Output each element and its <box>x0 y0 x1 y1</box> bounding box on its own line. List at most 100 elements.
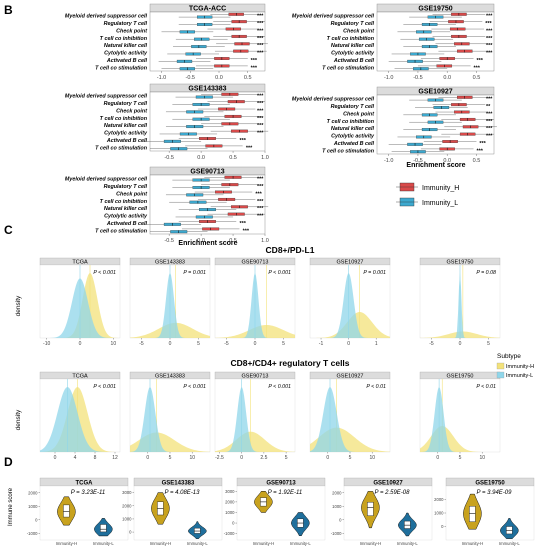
category-label: Check point <box>343 28 374 34</box>
inner-box <box>63 504 70 518</box>
category-label: Regulatory T cell <box>331 104 375 110</box>
plot-frame <box>149 11 266 72</box>
y-tick-label: 0 <box>129 530 132 535</box>
category-label: Regulatory T cell <box>104 21 148 27</box>
x-tick-label: Immunity-L <box>187 541 208 546</box>
y-tick-label: 1000 <box>225 510 235 515</box>
p-value: P = 0.08 <box>476 270 496 276</box>
x-tick-label: 5 <box>459 455 462 461</box>
facet-title: GSE19750 <box>447 260 474 266</box>
significance-label: *** <box>476 148 483 154</box>
facet-title: TCGA-ACC <box>189 6 226 13</box>
x-tick-label: 10 <box>369 455 375 461</box>
category-label: Regulatory T cell <box>104 101 148 107</box>
x-tick-label: 10 <box>111 341 117 347</box>
category-label: Cytolytic activity <box>104 131 148 137</box>
plot-frame <box>236 485 326 541</box>
y-tick-label: -1000 <box>224 531 235 536</box>
row-title: CD8+/PD-L1 <box>266 245 315 255</box>
significance-label: *** <box>251 58 258 64</box>
x-tick-label: 0.5 <box>473 158 481 164</box>
category-label: Natural killer cell <box>331 126 375 132</box>
significance-label: *** <box>486 126 493 132</box>
facet-title: GSE143383 <box>155 260 185 266</box>
x-tick-label: -2.5 <box>215 455 224 461</box>
p-value: P < 0.001 <box>183 384 206 390</box>
y-tick-label: 2000 <box>225 499 235 504</box>
p-value: P = 4.08E-13 <box>165 490 201 496</box>
legend-label: Immunity_H <box>422 185 459 192</box>
significance-label: *** <box>257 131 264 137</box>
density-l <box>420 387 500 452</box>
x-tick-label: -1.0 <box>384 158 393 164</box>
x-tick-label: 0.0 <box>215 75 223 81</box>
x-tick-label: -0.5 <box>186 75 195 81</box>
y-tick-label: 2000 <box>122 503 132 508</box>
y-tick-label: 0 <box>339 517 342 522</box>
facet-title: GSE10927 <box>418 89 452 96</box>
significance-label: *** <box>251 65 258 71</box>
x-tick-label: 1.0 <box>261 238 269 244</box>
y-tick-label: 3000 <box>122 490 132 495</box>
p-value: P < 0.001 <box>268 270 291 276</box>
facet-title: GSE19750 <box>475 480 505 486</box>
significance-label: *** <box>257 28 264 34</box>
x-tick-label: Immunity-L <box>499 541 520 546</box>
x-tick-label: 10 <box>479 455 485 461</box>
y-tick-label: 1000 <box>332 504 342 509</box>
category-label: Natural killer cell <box>104 206 148 212</box>
y-axis-title: density <box>15 295 22 316</box>
inner-box <box>506 526 513 535</box>
significance-label: *** <box>257 101 264 107</box>
x-tick-label: -5 <box>429 341 434 347</box>
facet-title: GSE10927 <box>337 260 364 266</box>
significance-label: *** <box>257 43 264 49</box>
significance-label: *** <box>257 108 264 114</box>
x-tick-label: 0.0 <box>443 75 451 81</box>
x-tick-label: 5 <box>285 455 288 461</box>
category-label: Regulatory T cell <box>331 21 375 27</box>
facet-title: GSE90713 <box>190 169 224 176</box>
significance-label: *** <box>257 184 264 190</box>
density-h <box>40 387 120 452</box>
y-tick-label: 0 <box>441 524 444 529</box>
significance-label: *** <box>257 94 264 100</box>
y-tick-label: 2000 <box>434 497 444 502</box>
x-axis-title: Enrichment score <box>178 240 237 247</box>
facet-title: GSE10927 <box>373 480 403 486</box>
plot-frame <box>133 485 223 541</box>
x-tick-label: Immunity-L <box>397 541 418 546</box>
significance-label: *** <box>486 36 493 42</box>
significance-label: *** <box>257 199 264 205</box>
significance-label: *** <box>257 51 264 57</box>
significance-label: *** <box>486 111 493 117</box>
category-label: Natural killer cell <box>104 43 148 49</box>
x-tick-label: -1.0 <box>384 75 393 81</box>
category-label: T cell co stimulation <box>322 65 375 71</box>
x-tick-label: 5 <box>282 341 285 347</box>
inner-box <box>367 502 374 516</box>
inner-box <box>404 520 411 529</box>
facet-title: TCGA <box>72 374 88 380</box>
x-tick-label: -0.5 <box>413 75 422 81</box>
category-label: Cytolytic activity <box>104 214 148 220</box>
panel-label-b: B <box>4 3 13 17</box>
x-tick-label: 0 <box>436 455 439 461</box>
legend-swatch <box>496 362 505 370</box>
y-tick-label: 1000 <box>28 504 38 509</box>
x-tick-label: 5 <box>169 455 172 461</box>
category-label: Cytolytic activity <box>104 51 148 57</box>
x-tick-label: 0 <box>347 341 350 347</box>
x-tick-label: 0.5 <box>473 75 481 81</box>
p-value: P = 3.94E-09 <box>477 490 513 496</box>
x-tick-label: 10 <box>189 455 195 461</box>
x-tick-label: -0.5 <box>164 238 173 244</box>
x-tick-label: 0 <box>254 341 257 347</box>
significance-label: ** <box>486 104 491 110</box>
legend-title: Subtype <box>497 353 521 360</box>
x-tick-label: Immunity-H <box>360 541 381 546</box>
significance-label: *** <box>486 28 493 34</box>
x-tick-label: Immunity-H <box>253 541 274 546</box>
p-value: P = 0.001 <box>363 270 386 276</box>
significance-label: *** <box>257 214 264 220</box>
